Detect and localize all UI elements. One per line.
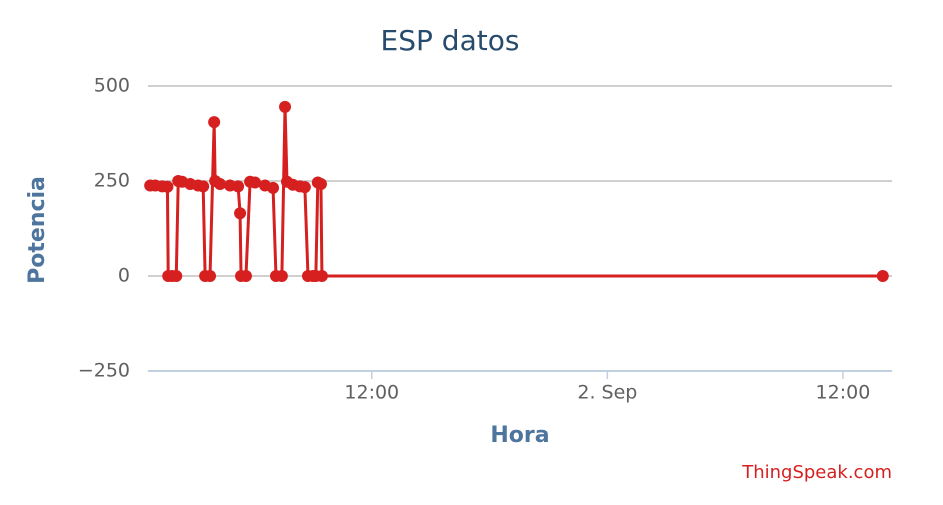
y-tick-label: 250 [94, 170, 130, 192]
x-tick-label: 12:00 [816, 382, 871, 404]
y-tick-label: −250 [78, 360, 130, 382]
data-point [876, 270, 889, 282]
credit: ThingSpeak.com [741, 462, 892, 483]
chart-title: ESP datos [381, 24, 520, 57]
y-tick-label: 500 [94, 75, 130, 97]
data-point [298, 181, 311, 194]
data-point [204, 270, 217, 282]
y-tick-label: 0 [118, 265, 130, 287]
data-point [267, 181, 280, 194]
data-point [214, 178, 227, 191]
data-line [150, 105, 883, 278]
x-tick-label: 12:00 [344, 382, 399, 404]
y-axis-title: Potencia [25, 176, 50, 284]
data-point [248, 176, 261, 189]
data-point [197, 180, 210, 193]
data-point [315, 270, 328, 282]
data-point [275, 270, 288, 282]
data-point [279, 100, 292, 113]
data-point [232, 180, 245, 193]
x-axis-title: Hora [490, 423, 549, 448]
data-point [234, 207, 247, 220]
data-point [239, 270, 252, 282]
data-point [208, 116, 221, 129]
x-tick-label: 2. Sep [577, 382, 637, 404]
data-point [161, 180, 174, 193]
data-point [314, 178, 327, 191]
data-point [170, 270, 183, 282]
